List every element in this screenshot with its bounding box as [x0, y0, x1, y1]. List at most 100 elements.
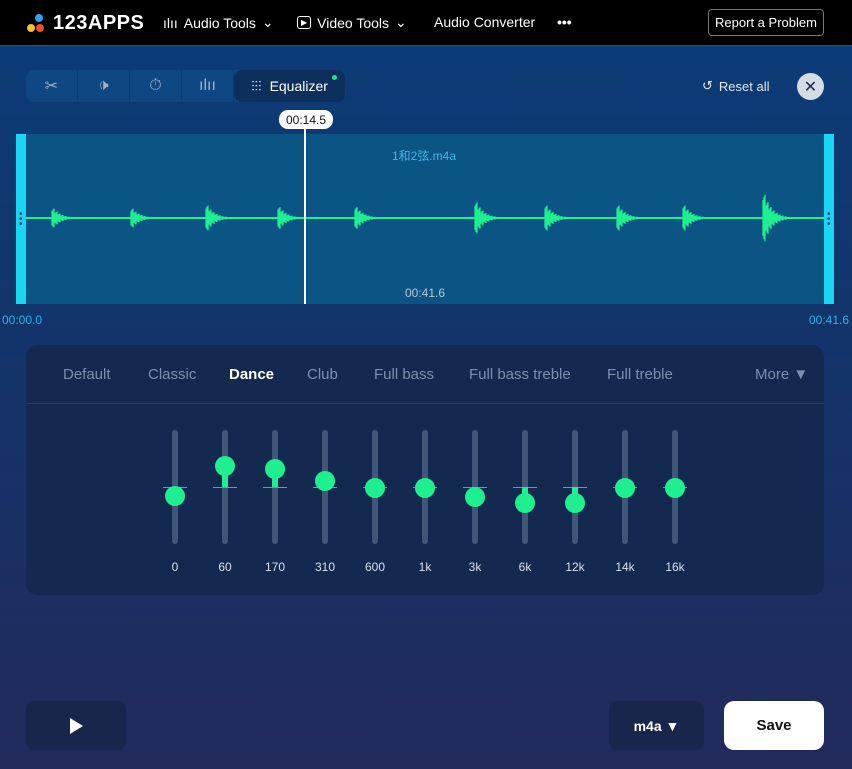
preset-tab[interactable]: Default: [63, 366, 111, 383]
waveform-burst: [474, 202, 505, 234]
zero-mark: [263, 487, 287, 488]
selection-duration: 00:41.6: [405, 286, 446, 300]
band-slider[interactable]: 170: [255, 430, 295, 580]
equalizer-label: Equalizer: [269, 78, 328, 94]
preset-tab[interactable]: Dance: [229, 366, 275, 383]
play-box-icon: ▶: [297, 16, 312, 29]
play-button[interactable]: [26, 701, 126, 750]
reset-all-button[interactable]: ↺ Reset all: [702, 78, 769, 94]
waveform-icon: ılıı: [199, 77, 216, 94]
band-label: 6k: [518, 560, 532, 574]
band-slider[interactable]: 3k: [455, 430, 495, 580]
band-label: 310: [314, 560, 336, 574]
band-label: 600: [364, 560, 386, 574]
preset-tab[interactable]: Full bass treble: [469, 366, 571, 383]
preset-tab[interactable]: Full treble: [607, 366, 673, 383]
zero-mark: [213, 487, 237, 488]
more-menu-button[interactable]: •••: [557, 14, 572, 30]
nav-audio-converter[interactable]: Audio Converter: [434, 14, 535, 30]
slider-knob[interactable]: [265, 458, 285, 479]
slider-knob[interactable]: [315, 471, 335, 492]
band-label: 1k: [418, 560, 432, 574]
slider-knob[interactable]: [215, 456, 235, 477]
report-problem-button[interactable]: Report a Problem: [708, 9, 824, 36]
play-icon: [70, 717, 83, 734]
band-slider[interactable]: 14k: [605, 430, 645, 580]
logo[interactable]: 123APPS: [25, 12, 144, 35]
preset-tab[interactable]: Club: [307, 366, 338, 383]
waveform-burst: [616, 205, 647, 231]
waveform-selection[interactable]: 1和2弦.m4a 00:41.6 • • • • • •: [16, 134, 834, 304]
slider-fill: [222, 466, 228, 487]
close-icon: ✕: [803, 78, 818, 96]
slider-knob[interactable]: [365, 478, 385, 499]
start-time: 00:00.0: [2, 313, 43, 327]
band-label: 170: [264, 560, 286, 574]
band-slider[interactable]: 16k: [655, 430, 695, 580]
active-dot: [332, 75, 337, 80]
waveform-icon: ılıı: [163, 14, 178, 31]
waveform-burst: [762, 194, 793, 242]
waveform-burst: [682, 205, 713, 231]
waveform-burst: [130, 208, 161, 228]
band-label: 0: [171, 560, 179, 574]
chevron-down-icon: ⌄: [395, 14, 407, 30]
speed-icon: ⏱: [149, 77, 162, 94]
waveform-burst: [277, 207, 308, 229]
equalizer-icon: ⫶⫶⫶: [251, 77, 262, 94]
band-slider[interactable]: 600: [355, 430, 395, 580]
slider-knob[interactable]: [565, 492, 585, 513]
band-label: 16k: [665, 560, 685, 574]
nav-video-tools[interactable]: ▶ Video Tools ⌄: [297, 14, 407, 31]
reset-icon: ↺: [702, 78, 713, 93]
cut-tool-button[interactable]: ✂: [26, 70, 78, 102]
top-bar: 123APPS ılıı Audio Tools ⌄ ▶ Video Tools ⌄ A…: [0, 0, 852, 46]
scissors-icon: ✂: [44, 78, 59, 95]
nav-label: Audio Converter: [434, 14, 536, 30]
band-slider[interactable]: 310: [305, 430, 345, 580]
save-button[interactable]: Save: [724, 701, 824, 750]
nav-audio-tools[interactable]: ılıı Audio Tools ⌄: [163, 14, 274, 31]
playhead[interactable]: [304, 128, 306, 304]
band-slider[interactable]: 12k: [555, 430, 595, 580]
band-slider[interactable]: 0: [155, 430, 195, 580]
chevron-down-icon: ⌄: [261, 14, 274, 30]
waveform-tool-button[interactable]: ılıı: [182, 70, 234, 102]
file-name: 1和2弦.m4a: [392, 149, 457, 163]
band-label: 3k: [468, 560, 482, 574]
preset-tab[interactable]: Full bass: [374, 366, 435, 383]
slider-knob[interactable]: [515, 492, 535, 513]
right-trim-handle[interactable]: • • •: [824, 134, 834, 304]
nav-label: Video Tools: [317, 14, 390, 31]
volume-icon: 🕩: [98, 77, 109, 94]
end-time: 00:41.6: [809, 313, 850, 327]
band-slider[interactable]: 60: [205, 430, 245, 580]
slider-knob[interactable]: [615, 478, 635, 499]
speed-tool-button[interactable]: ⏱: [130, 70, 182, 102]
reset-label: Reset all: [718, 78, 770, 94]
nav-label: Audio Tools: [183, 14, 256, 31]
slider-knob[interactable]: [165, 486, 185, 507]
logo-dots-icon: [25, 13, 47, 34]
logo-text: 123APPS: [53, 12, 145, 34]
band-slider[interactable]: 1k: [405, 430, 445, 580]
preset-tabs: More ▼ Default Classic Dance Club Full bass F…: [26, 345, 824, 404]
slider-knob[interactable]: [665, 478, 685, 499]
equalizer-tool-button[interactable]: ⫶⫶⫶ Equalizer: [234, 70, 346, 102]
tool-bar: ✂ 🕩 ⏱ ılıı ⫶⫶⫶ Equalizer: [26, 70, 346, 102]
waveform-burst: [51, 208, 82, 228]
slider-knob[interactable]: [465, 487, 485, 508]
slider-knob[interactable]: [415, 478, 435, 499]
volume-tool-button[interactable]: 🕩: [78, 70, 130, 102]
waveform-burst: [205, 205, 236, 231]
band-slider[interactable]: 6k: [505, 430, 545, 580]
playhead-time: 00:14.5: [279, 110, 333, 129]
close-button[interactable]: ✕: [797, 73, 824, 100]
band-label: 60: [218, 560, 232, 574]
preset-tab[interactable]: Classic: [148, 366, 197, 383]
band-label: 12k: [565, 560, 585, 574]
format-dropdown[interactable]: m4a ▼: [609, 701, 704, 750]
more-presets-dropdown[interactable]: More ▼: [755, 366, 809, 383]
left-trim-handle[interactable]: • • •: [16, 134, 26, 304]
waveform-burst: [354, 207, 385, 229]
